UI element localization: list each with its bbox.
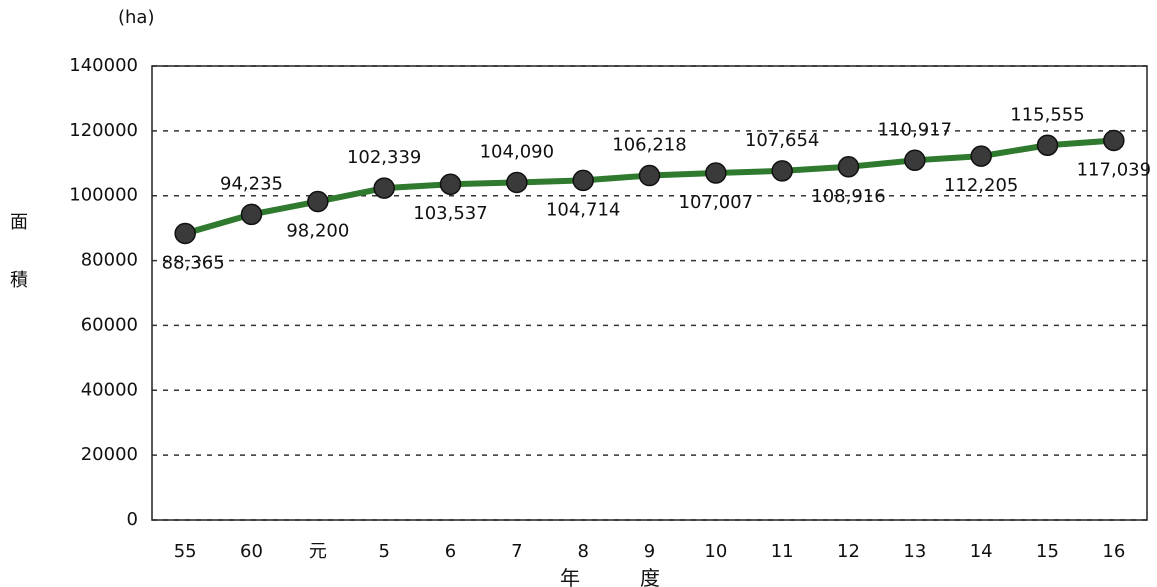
data-point	[374, 178, 394, 198]
y-tick-label: 60000	[81, 314, 138, 335]
data-point	[1104, 130, 1124, 150]
y-tick-label: 80000	[81, 250, 138, 271]
x-tick-label: 55	[174, 541, 197, 562]
data-label: 104,090	[480, 141, 554, 162]
data-point	[839, 157, 859, 177]
data-label: 102,339	[347, 147, 421, 168]
x-tick-label: 6	[445, 541, 456, 562]
x-tick-label: 7	[511, 541, 522, 562]
x-tick-label: 11	[771, 541, 794, 562]
data-point	[971, 146, 991, 166]
data-label: 106,218	[612, 135, 686, 156]
x-tick-label: 9	[644, 541, 655, 562]
data-label: 104,714	[546, 199, 620, 220]
y-axis-label: 面積	[0, 212, 30, 328]
x-tick-label: 15	[1036, 541, 1059, 562]
data-label: 107,654	[745, 130, 819, 151]
x-tick-label: 10	[704, 541, 727, 562]
page: (ha) 0 20000 40000 60000 80000 100000 120000 14…	[0, 0, 1157, 587]
data-point	[242, 204, 262, 224]
data-point	[772, 161, 792, 181]
chart: (ha) 0 20000 40000 60000 80000 100000 120000 14…	[0, 0, 1157, 587]
data-label: 117,039	[1077, 159, 1151, 180]
data-label: 115,555	[1010, 104, 1084, 125]
data-point	[441, 174, 461, 194]
data-label: 98,200	[286, 221, 349, 242]
data-label: 107,007	[679, 192, 753, 213]
x-tick-label: 元	[309, 541, 327, 562]
y-unit: (ha)	[118, 7, 154, 28]
x-tick-label: 5	[378, 541, 389, 562]
data-label: 110,917	[878, 119, 952, 140]
y-tick-label: 0	[127, 509, 138, 530]
data-point	[1038, 135, 1058, 155]
data-point	[640, 166, 660, 186]
x-tick-label: 8	[577, 541, 588, 562]
data-point	[573, 170, 593, 190]
data-point	[308, 192, 328, 212]
x-tick-label: 13	[903, 541, 926, 562]
x-tick-label: 60	[240, 541, 263, 562]
data-label: 88,365	[162, 252, 225, 273]
data-point	[706, 163, 726, 183]
y-tick-label: 100000	[69, 185, 138, 206]
x-tick-label: 16	[1102, 541, 1125, 562]
y-tick-label: 120000	[69, 120, 138, 141]
data-point	[905, 150, 925, 170]
data-label: 108,916	[811, 186, 885, 207]
x-tick-label: 12	[837, 541, 860, 562]
data-point	[507, 172, 527, 192]
x-axis-label: 年度	[560, 562, 720, 587]
data-point	[175, 223, 195, 243]
y-tick-label: 140000	[69, 55, 138, 76]
x-tick-label: 14	[970, 541, 993, 562]
y-tick-label: 20000	[81, 444, 138, 465]
data-label: 112,205	[944, 175, 1018, 196]
y-tick-label: 40000	[81, 379, 138, 400]
data-label: 103,537	[413, 203, 487, 224]
data-label: 94,235	[220, 173, 283, 194]
